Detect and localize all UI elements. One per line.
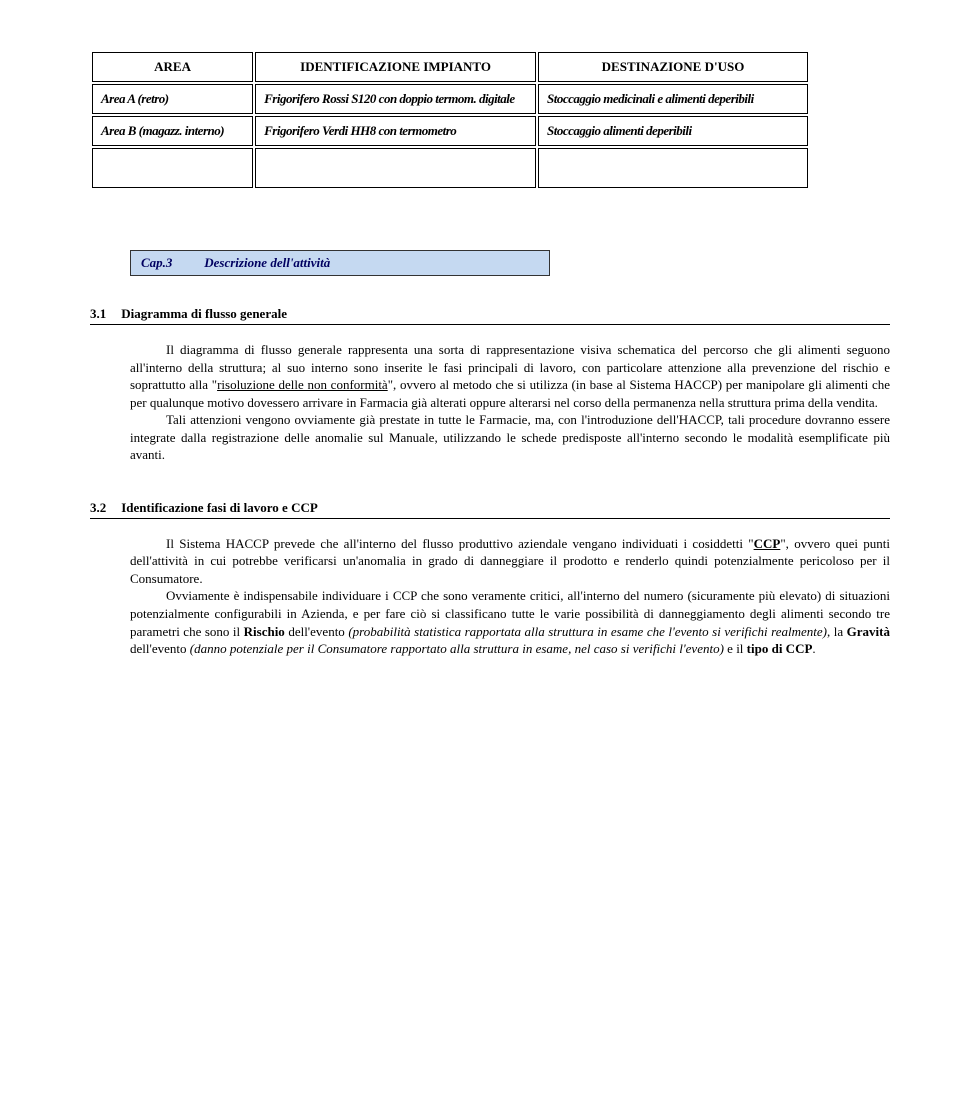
paragraph: Il diagramma di flusso generale rapprese… [130,341,890,411]
table-header-row: AREA IDENTIFICAZIONE IMPIANTO DESTINAZIO… [92,52,808,82]
section-heading-31: 3.1 Diagramma di flusso generale [90,306,890,325]
chapter-title: Descrizione dell'attività [204,255,330,270]
section-title: Diagramma di flusso generale [121,306,287,321]
equipment-table: AREA IDENTIFICAZIONE IMPIANTO DESTINAZIO… [90,50,890,190]
col-header-area: AREA [92,52,253,82]
chapter-number: Cap.3 [141,255,201,271]
section-heading-32: 3.2 Identificazione fasi di lavoro e CCP [90,500,890,519]
paragraph: Tali attenzioni vengono ovviamente già p… [130,411,890,464]
table-row: Area B (magazz. interno) Frigorifero Ver… [92,116,808,146]
col-header-destinazione: DESTINAZIONE D'USO [538,52,808,82]
chapter-heading-bar: Cap.3 Descrizione dell'attività [130,250,550,276]
section-title: Identificazione fasi di lavoro e CCP [121,500,318,515]
underlined-term: CCP [754,536,781,551]
paragraph: Il Sistema HACCP prevede che all'interno… [130,535,890,588]
underlined-term: risoluzione delle non conformità [217,377,388,392]
col-header-impianto: IDENTIFICAZIONE IMPIANTO [255,52,536,82]
paragraph: Ovviamente è indispensabile individuare … [130,587,890,657]
section-number: 3.1 [90,306,118,322]
section-number: 3.2 [90,500,118,516]
table-row: Area A (retro) Frigorifero Rossi S120 co… [92,84,808,114]
table-row-empty [92,148,808,188]
